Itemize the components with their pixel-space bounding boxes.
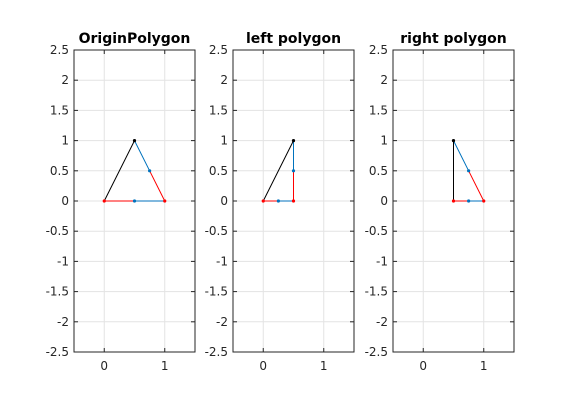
polygon-vertex bbox=[148, 169, 152, 173]
y-tick-label: -1 bbox=[376, 254, 388, 268]
y-tick-label: -1 bbox=[216, 254, 228, 268]
y-tick-label: 0 bbox=[61, 194, 69, 208]
y-tick-label: 1 bbox=[61, 134, 69, 148]
x-tick-label: 0 bbox=[100, 359, 108, 373]
y-tick-label: -0.5 bbox=[205, 224, 228, 238]
polygon-vertex bbox=[276, 199, 280, 203]
y-tick-label: 0 bbox=[380, 194, 388, 208]
polygon-vertex bbox=[467, 169, 471, 173]
y-tick-label: -2.5 bbox=[205, 345, 228, 359]
polygon-vertex bbox=[132, 199, 137, 203]
y-tick-label: -1 bbox=[57, 254, 69, 268]
y-tick-label: 1.5 bbox=[50, 103, 69, 117]
x-tick-label: 1 bbox=[320, 359, 328, 373]
y-tick-label: 0.5 bbox=[369, 164, 388, 178]
y-tick-label: -2 bbox=[216, 315, 228, 329]
y-tick-label: -0.5 bbox=[365, 224, 388, 238]
y-tick-label: -1.5 bbox=[46, 285, 69, 299]
y-tick-label: -2 bbox=[57, 315, 69, 329]
y-tick-label: 1.5 bbox=[209, 103, 228, 117]
y-tick-label: 2 bbox=[61, 73, 69, 87]
y-tick-label: 2 bbox=[380, 73, 388, 87]
subplot-title: OriginPolygon bbox=[79, 31, 191, 47]
polygon-edge bbox=[134, 140, 151, 172]
polygon-vertex bbox=[261, 199, 265, 203]
polygon-vertex bbox=[451, 139, 456, 143]
polygon-vertex bbox=[451, 199, 456, 203]
y-tick-label: 0.5 bbox=[209, 164, 228, 178]
polygon-vertex bbox=[467, 199, 471, 203]
x-tick-label: 1 bbox=[480, 359, 488, 373]
polygon-vertex bbox=[291, 199, 296, 203]
y-tick-label: 0.5 bbox=[50, 164, 69, 178]
y-tick-label: -2.5 bbox=[365, 345, 388, 359]
y-tick-label: -0.5 bbox=[46, 224, 69, 238]
polygon-edge bbox=[103, 140, 135, 202]
y-tick-label: -1.5 bbox=[365, 285, 388, 299]
x-tick-label: 0 bbox=[259, 359, 267, 373]
polygon-vertex bbox=[291, 139, 296, 143]
polygon-vertex bbox=[291, 169, 296, 173]
subplot-title: left polygon bbox=[246, 31, 341, 47]
y-tick-label: -2.5 bbox=[46, 345, 69, 359]
x-tick-label: 0 bbox=[419, 359, 427, 373]
polygon-vertex bbox=[102, 199, 106, 203]
polygon-edge bbox=[453, 140, 470, 172]
subplot-title: right polygon bbox=[400, 31, 506, 47]
x-tick-label: 1 bbox=[161, 359, 169, 373]
subplot-3: -2.5 -2 -1.5 -1 -0.5 0 0.5 1 1.5 2 2.5 0 1 right poly… bbox=[365, 31, 515, 373]
y-tick-label: 2.5 bbox=[209, 43, 228, 57]
subplot-2: -2.5 -2 -1.5 -1 -0.5 0 0.5 1 1.5 2 2.5 0 1 left polyg… bbox=[205, 31, 355, 373]
y-tick-label: 2.5 bbox=[369, 43, 388, 57]
polygon-edge bbox=[149, 170, 166, 202]
polygon-vertex bbox=[163, 199, 167, 203]
y-tick-label: -2 bbox=[376, 315, 388, 329]
y-tick-label: -1.5 bbox=[205, 285, 228, 299]
y-tick-label: 1 bbox=[220, 134, 228, 148]
y-tick-label: 2.5 bbox=[50, 43, 69, 57]
y-tick-label: 2 bbox=[220, 73, 228, 87]
polygon-edge bbox=[262, 140, 294, 202]
polygon-vertex bbox=[132, 139, 137, 143]
polygon-edge bbox=[468, 170, 485, 202]
subplot-1: -2.5 -2 -1.5 -1 -0.5 0 0.5 1 1.5 2 2.5 0 1 OriginPoly… bbox=[46, 31, 196, 373]
polygon-vertex bbox=[482, 199, 486, 203]
y-tick-label: 0 bbox=[220, 194, 228, 208]
y-tick-label: 1 bbox=[380, 134, 388, 148]
y-tick-label: 1.5 bbox=[369, 103, 388, 117]
